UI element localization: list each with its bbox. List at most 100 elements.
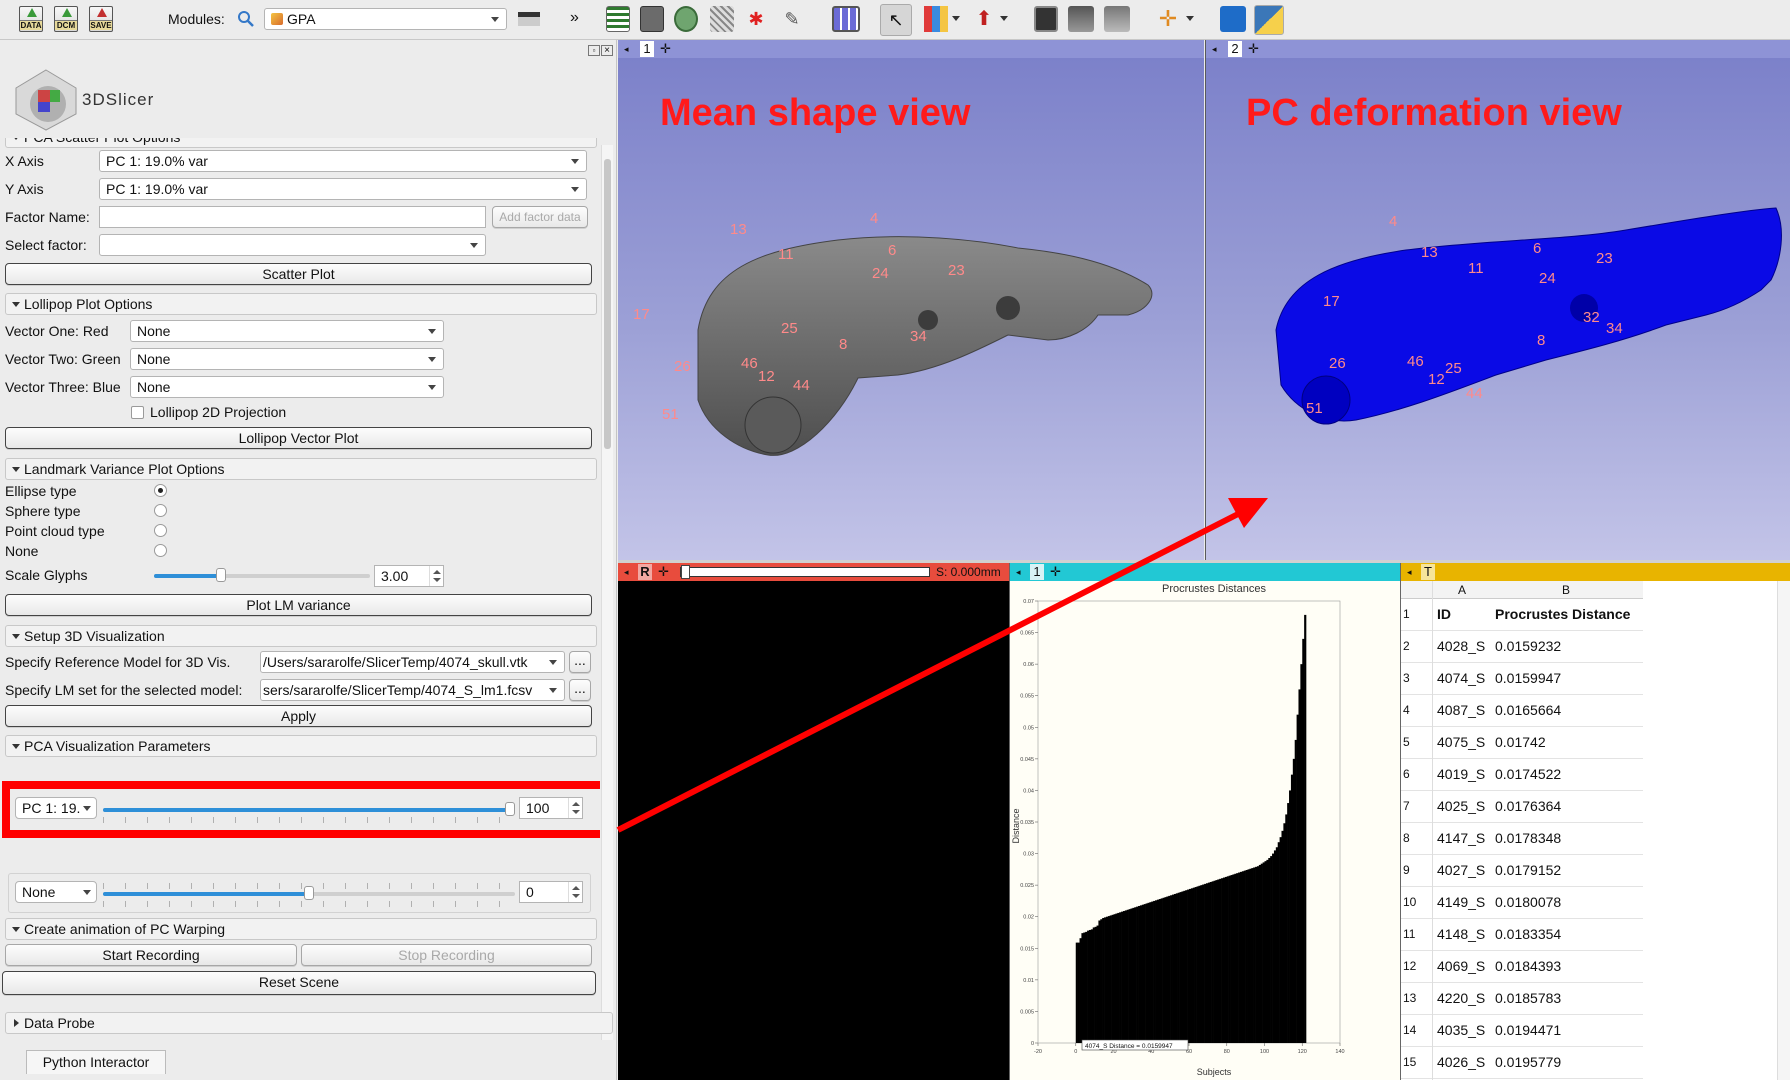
section-setup-3d[interactable]: Setup 3D Visualization [5,625,597,647]
volumes-module-icon[interactable] [640,6,664,32]
module-selector[interactable]: GPA [264,8,507,30]
table-row[interactable] [1401,759,1643,791]
markups-module-icon[interactable]: ✱ [748,9,764,29]
transforms-module-icon[interactable] [710,6,734,32]
more-modules-button[interactable]: » [570,9,579,26]
section-lollipop[interactable]: Lollipop Plot Options [5,293,597,315]
table-cell-distance[interactable]: 0.0195779 [1495,1054,1562,1070]
table-cell-id[interactable]: 4019_S [1437,766,1486,782]
lollipop-2d-projection-checkbox[interactable] [131,406,144,419]
pc1-select[interactable]: PC 1: 19. [15,797,97,819]
table-cell-distance[interactable]: 0.0184393 [1495,958,1562,974]
segment-editor-icon[interactable]: ✎ [784,9,800,29]
pin-icon[interactable]: ◂ [1407,567,1412,577]
slider-handle[interactable] [216,568,226,582]
factor-name-input[interactable] [99,206,486,228]
ellipse-type-radio[interactable] [154,484,167,497]
table-cell-distance[interactable]: 0.0165664 [1495,702,1562,718]
table-row[interactable] [1401,631,1643,663]
scene-view-search-icon[interactable] [1104,6,1130,32]
section-pca-scatter[interactable]: PCA Scatter Plot Options [5,138,597,148]
plot-lm-variance-button[interactable]: Plot LM variance [5,594,592,616]
scene-view-icon[interactable] [1068,6,1094,32]
table-row[interactable] [1401,599,1643,631]
pc1-slider[interactable] [103,802,515,816]
screenshot-icon[interactable] [1034,6,1058,32]
pc2-slider[interactable] [103,886,515,900]
scatter-plot-button[interactable]: Scatter Plot [5,263,592,285]
3d-view-mean[interactable]: ◂ 1 ✛ Mean shape view 13 4 11 6 24 23 17… [618,40,1204,560]
table-cell-distance[interactable]: 0.0176364 [1495,798,1562,814]
lm-set-path[interactable]: sers/sararolfe/SlicerTemp/4074_S_lm1.fcs… [260,679,565,701]
table-row[interactable] [1401,695,1643,727]
x-axis-select[interactable]: PC 1: 19.0% var [99,150,587,172]
table-row[interactable] [1401,1047,1643,1079]
spin-arrows-icon[interactable] [568,798,582,818]
table-cell-distance[interactable]: 0.0178348 [1495,830,1562,846]
layout-selector-icon[interactable] [832,6,860,32]
stop-recording-button[interactable]: Stop Recording [301,944,592,966]
table-cell-distance[interactable]: 0.0179152 [1495,862,1562,878]
python-interactor-tab[interactable]: Python Interactor [26,1050,166,1074]
table-cell-distance[interactable]: 0.0174522 [1495,766,1562,782]
spin-arrows-icon[interactable] [568,882,582,902]
select-factor-select[interactable] [99,234,486,256]
table-cell-distance[interactable]: 0.0194471 [1495,1022,1562,1038]
lollipop-plot-button[interactable]: Lollipop Vector Plot [5,427,592,449]
slice-offset-slider[interactable] [680,565,930,579]
extension-manager-icon[interactable] [1220,6,1246,32]
none-type-radio[interactable] [154,544,167,557]
apply-button[interactable]: Apply [5,705,592,727]
view-options-icon[interactable]: ✛ [658,564,669,579]
table-row[interactable] [1401,727,1643,759]
vector-two-select[interactable]: None [130,348,444,370]
scale-glyphs-slider[interactable] [154,568,370,582]
table-cell-id[interactable]: 4149_S [1437,894,1486,910]
ref-model-browse-button[interactable]: ... [569,651,591,673]
table-scrollbar[interactable] [1777,581,1790,1080]
point-cloud-type-radio[interactable] [154,524,167,537]
y-axis-select[interactable]: PC 1: 19.0% var [99,178,587,200]
pc2-select[interactable]: None [15,881,97,903]
table-row[interactable] [1401,823,1643,855]
scrollbar-thumb[interactable] [604,159,611,449]
python-icon[interactable] [1254,5,1284,35]
table-view[interactable]: ◂ T A B 1 ID Procrustes Distance 2 4028_S 0.015… [1400,563,1790,1080]
table-cell-id[interactable]: 4074_S [1437,670,1486,686]
section-pca-visualization[interactable]: PCA Visualization Parameters [5,735,597,757]
load-data-button[interactable]: DATA [19,6,43,32]
models-module-icon[interactable] [674,6,698,32]
pc1-spinbox[interactable]: 100 [519,797,583,819]
table-cell-id[interactable]: 4028_S [1437,638,1486,654]
table-cell-id[interactable]: 4087_S [1437,702,1486,718]
table-row[interactable] [1401,919,1643,951]
chevron-down-icon[interactable] [1186,16,1194,21]
red-slice-view[interactable]: ◂ R ✛ S: 0.000mm [618,563,1009,1080]
slider-handle[interactable] [304,886,314,900]
panel-scrollbar[interactable] [601,145,613,1040]
table-cell-id[interactable]: 4220_S [1437,990,1486,1006]
slider-handle[interactable] [505,802,515,816]
chevron-down-icon[interactable] [952,16,960,21]
vector-one-select[interactable]: None [130,320,444,342]
sphere-type-radio[interactable] [154,504,167,517]
pc2-spinbox[interactable]: 0 [519,881,583,903]
place-fiducial-icon[interactable]: ⬆ [975,8,993,30]
pin-icon[interactable]: ◂ [1212,44,1217,54]
table-cell-id[interactable]: 4069_S [1437,958,1486,974]
close-icon[interactable]: × [601,45,613,56]
table-cell-id[interactable]: 4147_S [1437,830,1486,846]
pointer-mode-button[interactable]: ↖ [880,4,912,36]
crosshair-icon[interactable]: ✛ [1158,6,1178,31]
table-cell-distance[interactable]: 0.0159947 [1495,670,1562,686]
module-scroll-area[interactable]: PCA Scatter Plot Options X Axis PC 1: 19… [0,138,600,1038]
table-cell-id[interactable]: 4035_S [1437,1022,1486,1038]
slider-handle[interactable] [681,565,690,579]
table-cell-id[interactable]: 4027_S [1437,862,1486,878]
chevron-down-icon[interactable] [1000,16,1008,21]
vector-three-select[interactable]: None [130,376,444,398]
add-factor-button[interactable]: Add factor data [492,206,588,228]
table-cell-id[interactable]: ID [1437,606,1451,622]
table-cell-id[interactable]: 4148_S [1437,926,1486,942]
table-cell-id[interactable]: 4025_S [1437,798,1486,814]
